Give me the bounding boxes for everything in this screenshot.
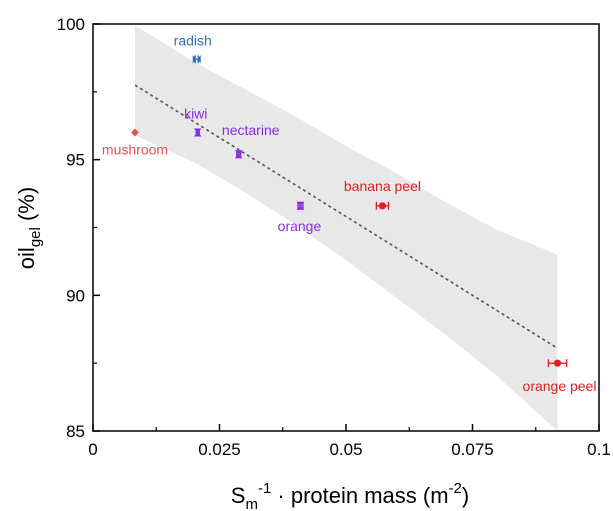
data-point-banana-peel [378,202,387,210]
point-label-radish: radish [174,32,212,48]
point-label-banana-peel: banana peel [344,178,421,194]
y-tick-label: 95 [66,151,85,170]
fit-line-layer [134,84,558,349]
data-point-mushroom [130,128,139,137]
fit-line [134,84,558,349]
x-tick-label: 0.1 [587,440,611,459]
point-label-orange: orange [278,218,322,234]
x-tick-label: 0 [88,440,97,459]
data-point-kiwi [193,128,202,137]
confidence-band-layer [135,25,558,432]
x-tick-label: 0.05 [329,440,362,459]
x-tick-label: 0.075 [451,440,494,459]
point-labels-layer: radish kiwi mushroom nectarine orange banana … [102,32,597,394]
point-label-nectarine: nectarine [222,122,280,138]
x-tick-label: 0.025 [198,440,241,459]
data-points-layer [130,55,568,368]
y-tick-label: 85 [66,422,85,441]
axes: 0 0.025 0.05 0.075 0.1 85 90 95 100 [57,15,611,459]
confidence-band [135,25,558,432]
point-label-kiwi: kiwi [184,106,207,122]
y-axis-label: oilgel (%) [14,187,44,269]
point-label-orange-peel: orange peel [523,378,597,394]
x-axis-label: Sm-1 · protein mass (m-2) [231,480,469,511]
y-tick-label: 100 [57,15,85,34]
y-tick-label: 90 [66,286,85,305]
data-point-nectarine [234,150,243,159]
data-point-radish [192,55,201,64]
data-point-orange-peel [553,359,562,367]
data-point-orange [296,201,305,210]
point-label-mushroom: mushroom [102,142,168,158]
